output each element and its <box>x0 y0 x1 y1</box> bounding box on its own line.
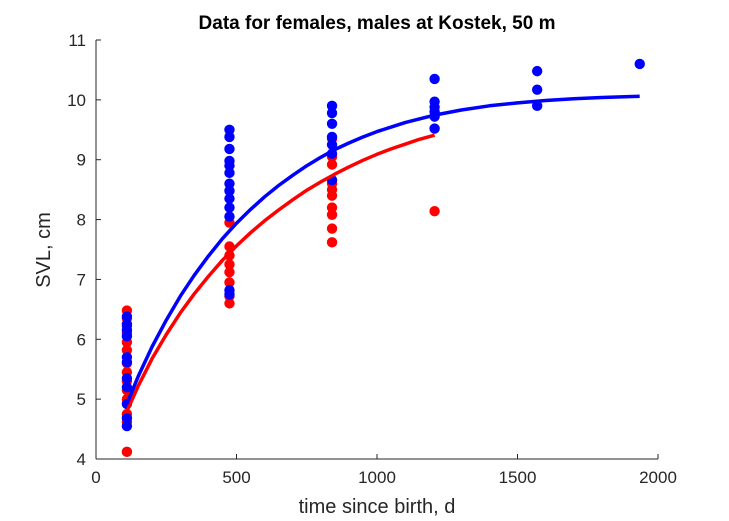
data-point <box>326 223 338 234</box>
data-point <box>121 372 133 384</box>
data-point <box>224 193 235 204</box>
x-tick-label: 2000 <box>639 468 677 487</box>
data-point <box>224 267 235 278</box>
data-point <box>224 124 235 135</box>
data-point <box>326 100 338 112</box>
data-point <box>224 298 235 309</box>
axes <box>95 40 658 460</box>
x-tick-label: 1500 <box>499 468 537 487</box>
data-point <box>224 289 235 300</box>
data-point <box>224 178 235 189</box>
data-point <box>224 131 235 143</box>
data-point <box>121 331 133 342</box>
data-point <box>224 211 235 222</box>
y-tick-label: 4 <box>77 450 86 469</box>
x-axis-label: time since birth, d <box>299 496 456 518</box>
data-point <box>224 259 235 270</box>
data-point <box>224 143 235 155</box>
fit-curve <box>125 133 436 412</box>
data-point <box>429 123 440 134</box>
x-tick-label: 0 <box>91 468 100 487</box>
y-tick-label: 8 <box>77 211 86 230</box>
data-point <box>121 356 133 368</box>
data-point <box>326 209 338 220</box>
x-ticks: 0 500 1000 1500 2000 <box>91 454 677 487</box>
data-point <box>224 160 235 171</box>
data-point <box>224 202 235 213</box>
data-point <box>531 84 543 95</box>
data-point <box>326 202 338 213</box>
data-point <box>326 159 338 170</box>
data-point <box>429 205 440 217</box>
data-point <box>531 100 543 112</box>
y-tick-label: 9 <box>77 151 86 170</box>
fit-curve <box>125 94 640 405</box>
y-axis-label: SVL, cm <box>33 212 55 288</box>
data-point <box>224 277 235 288</box>
data-point <box>531 65 543 77</box>
data-point <box>326 237 338 248</box>
plot-area <box>121 58 645 458</box>
y-tick-label: 5 <box>77 390 86 409</box>
data-point <box>326 107 338 119</box>
data-point <box>121 311 133 322</box>
data-point <box>326 118 338 129</box>
data-point <box>121 413 133 424</box>
x-tick-label: 500 <box>222 468 250 487</box>
y-ticks: 4 5 6 7 8 9 10 11 <box>67 31 101 469</box>
data-point <box>121 344 133 356</box>
data-point <box>121 446 133 458</box>
data-point <box>224 167 235 179</box>
y-tick-label: 6 <box>77 330 86 349</box>
chart-title: Data for females, males at Kostek, 50 m <box>199 13 556 34</box>
data-point <box>326 190 338 201</box>
data-point <box>326 139 338 150</box>
data-point <box>429 73 440 85</box>
data-point <box>224 185 235 197</box>
data-point <box>634 58 645 70</box>
data-point <box>326 131 338 143</box>
data-point <box>121 381 133 393</box>
y-tick-label: 7 <box>77 270 86 289</box>
data-point <box>121 420 133 432</box>
y-tick-label: 10 <box>67 91 86 110</box>
y-tick-label: 11 <box>68 31 86 50</box>
x-tick-label: 1000 <box>358 468 396 487</box>
